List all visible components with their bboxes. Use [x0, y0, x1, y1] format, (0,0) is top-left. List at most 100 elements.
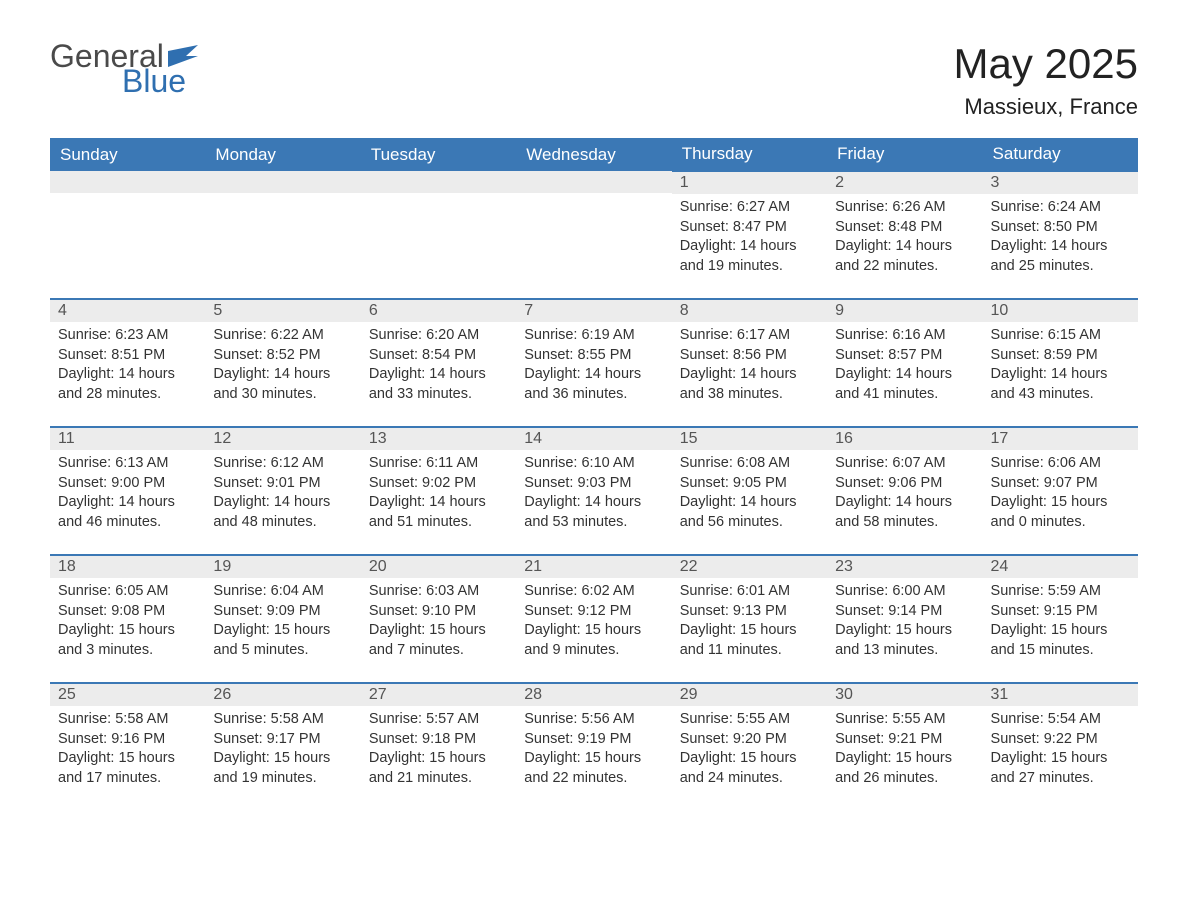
sunrise-line: Sunrise: 6:00 AM	[835, 582, 974, 602]
sunset-line: Sunset: 8:52 PM	[213, 346, 352, 366]
sunrise-line: Sunrise: 5:58 AM	[213, 710, 352, 730]
daylight-line: Daylight: 15 hours and 27 minutes.	[991, 749, 1130, 788]
month-title: May 2025	[954, 40, 1138, 88]
calendar-day-cell: 24Sunrise: 5:59 AMSunset: 9:15 PMDayligh…	[983, 555, 1138, 683]
calendar-day-cell: 16Sunrise: 6:07 AMSunset: 9:06 PMDayligh…	[827, 427, 982, 555]
sunrise-line: Sunrise: 6:07 AM	[835, 454, 974, 474]
day-number: 17	[983, 428, 1138, 450]
sunset-line: Sunset: 8:51 PM	[58, 346, 197, 366]
sunrise-line: Sunrise: 6:20 AM	[369, 326, 508, 346]
day-number: 6	[361, 300, 516, 322]
sunset-line: Sunset: 8:56 PM	[680, 346, 819, 366]
sunrise-line: Sunrise: 6:03 AM	[369, 582, 508, 602]
calendar-week-row: 25Sunrise: 5:58 AMSunset: 9:16 PMDayligh…	[50, 683, 1138, 811]
title-block: May 2025 Massieux, France	[954, 40, 1138, 128]
calendar-day-cell: 25Sunrise: 5:58 AMSunset: 9:16 PMDayligh…	[50, 683, 205, 811]
sunset-line: Sunset: 8:55 PM	[524, 346, 663, 366]
sunrise-line: Sunrise: 5:55 AM	[680, 710, 819, 730]
calendar-day-cell: 26Sunrise: 5:58 AMSunset: 9:17 PMDayligh…	[205, 683, 360, 811]
weekday-header: Thursday	[672, 138, 827, 171]
day-body: Sunrise: 6:01 AMSunset: 9:13 PMDaylight:…	[672, 578, 827, 668]
day-number: 31	[983, 684, 1138, 706]
day-number: 2	[827, 172, 982, 194]
calendar-day-cell: 13Sunrise: 6:11 AMSunset: 9:02 PMDayligh…	[361, 427, 516, 555]
calendar-day-cell: 19Sunrise: 6:04 AMSunset: 9:09 PMDayligh…	[205, 555, 360, 683]
sunset-line: Sunset: 9:12 PM	[524, 602, 663, 622]
calendar-day-cell: 31Sunrise: 5:54 AMSunset: 9:22 PMDayligh…	[983, 683, 1138, 811]
daylight-line: Daylight: 14 hours and 43 minutes.	[991, 365, 1130, 404]
day-body: Sunrise: 6:02 AMSunset: 9:12 PMDaylight:…	[516, 578, 671, 668]
sunset-line: Sunset: 8:50 PM	[991, 218, 1130, 238]
daylight-line: Daylight: 14 hours and 46 minutes.	[58, 493, 197, 532]
sunrise-line: Sunrise: 6:16 AM	[835, 326, 974, 346]
sunset-line: Sunset: 9:10 PM	[369, 602, 508, 622]
sunset-line: Sunset: 8:57 PM	[835, 346, 974, 366]
daylight-line: Daylight: 15 hours and 7 minutes.	[369, 621, 508, 660]
sunset-line: Sunset: 9:18 PM	[369, 730, 508, 750]
day-number: 22	[672, 556, 827, 578]
day-number: 14	[516, 428, 671, 450]
day-number: 1	[672, 172, 827, 194]
day-body: Sunrise: 6:06 AMSunset: 9:07 PMDaylight:…	[983, 450, 1138, 540]
calendar-day-cell: 17Sunrise: 6:06 AMSunset: 9:07 PMDayligh…	[983, 427, 1138, 555]
day-body: Sunrise: 6:13 AMSunset: 9:00 PMDaylight:…	[50, 450, 205, 540]
sunset-line: Sunset: 9:09 PM	[213, 602, 352, 622]
day-number: 20	[361, 556, 516, 578]
sunrise-line: Sunrise: 5:59 AM	[991, 582, 1130, 602]
day-number: 7	[516, 300, 671, 322]
calendar-day-cell: 30Sunrise: 5:55 AMSunset: 9:21 PMDayligh…	[827, 683, 982, 811]
day-body: Sunrise: 6:17 AMSunset: 8:56 PMDaylight:…	[672, 322, 827, 412]
daylight-line: Daylight: 15 hours and 21 minutes.	[369, 749, 508, 788]
calendar-day-cell: 11Sunrise: 6:13 AMSunset: 9:00 PMDayligh…	[50, 427, 205, 555]
sunrise-line: Sunrise: 6:15 AM	[991, 326, 1130, 346]
sunset-line: Sunset: 9:08 PM	[58, 602, 197, 622]
calendar-day-cell: 10Sunrise: 6:15 AMSunset: 8:59 PMDayligh…	[983, 299, 1138, 427]
location-label: Massieux, France	[954, 94, 1138, 120]
calendar-day-cell: 7Sunrise: 6:19 AMSunset: 8:55 PMDaylight…	[516, 299, 671, 427]
calendar-day-cell: 1Sunrise: 6:27 AMSunset: 8:47 PMDaylight…	[672, 171, 827, 299]
sunset-line: Sunset: 9:17 PM	[213, 730, 352, 750]
calendar-day-cell: 3Sunrise: 6:24 AMSunset: 8:50 PMDaylight…	[983, 171, 1138, 299]
day-number: 21	[516, 556, 671, 578]
calendar-day-cell: 23Sunrise: 6:00 AMSunset: 9:14 PMDayligh…	[827, 555, 982, 683]
day-number: 15	[672, 428, 827, 450]
calendar-day-cell: 22Sunrise: 6:01 AMSunset: 9:13 PMDayligh…	[672, 555, 827, 683]
day-number: 25	[50, 684, 205, 706]
sunrise-line: Sunrise: 6:12 AM	[213, 454, 352, 474]
calendar-day-cell: 8Sunrise: 6:17 AMSunset: 8:56 PMDaylight…	[672, 299, 827, 427]
day-body: Sunrise: 6:05 AMSunset: 9:08 PMDaylight:…	[50, 578, 205, 668]
calendar-day-cell: 15Sunrise: 6:08 AMSunset: 9:05 PMDayligh…	[672, 427, 827, 555]
day-number: 13	[361, 428, 516, 450]
daylight-line: Daylight: 15 hours and 24 minutes.	[680, 749, 819, 788]
sunset-line: Sunset: 9:13 PM	[680, 602, 819, 622]
sunset-line: Sunset: 9:00 PM	[58, 474, 197, 494]
empty-day-strip	[516, 171, 671, 193]
calendar-day-cell: 9Sunrise: 6:16 AMSunset: 8:57 PMDaylight…	[827, 299, 982, 427]
calendar-table: SundayMondayTuesdayWednesdayThursdayFrid…	[50, 138, 1138, 811]
daylight-line: Daylight: 15 hours and 22 minutes.	[524, 749, 663, 788]
daylight-line: Daylight: 15 hours and 9 minutes.	[524, 621, 663, 660]
day-body: Sunrise: 6:20 AMSunset: 8:54 PMDaylight:…	[361, 322, 516, 412]
day-number: 28	[516, 684, 671, 706]
day-number: 16	[827, 428, 982, 450]
sunrise-line: Sunrise: 6:24 AM	[991, 198, 1130, 218]
daylight-line: Daylight: 14 hours and 30 minutes.	[213, 365, 352, 404]
day-number: 26	[205, 684, 360, 706]
day-number: 9	[827, 300, 982, 322]
day-number: 3	[983, 172, 1138, 194]
weekday-header: Monday	[205, 138, 360, 171]
day-number: 19	[205, 556, 360, 578]
calendar-day-cell: 29Sunrise: 5:55 AMSunset: 9:20 PMDayligh…	[672, 683, 827, 811]
sunrise-line: Sunrise: 5:55 AM	[835, 710, 974, 730]
daylight-line: Daylight: 14 hours and 22 minutes.	[835, 237, 974, 276]
sunset-line: Sunset: 8:54 PM	[369, 346, 508, 366]
sunset-line: Sunset: 9:20 PM	[680, 730, 819, 750]
sunrise-line: Sunrise: 6:02 AM	[524, 582, 663, 602]
day-body: Sunrise: 5:57 AMSunset: 9:18 PMDaylight:…	[361, 706, 516, 796]
sunrise-line: Sunrise: 6:06 AM	[991, 454, 1130, 474]
sunrise-line: Sunrise: 6:04 AM	[213, 582, 352, 602]
sunrise-line: Sunrise: 6:23 AM	[58, 326, 197, 346]
sunrise-line: Sunrise: 6:22 AM	[213, 326, 352, 346]
daylight-line: Daylight: 14 hours and 19 minutes.	[680, 237, 819, 276]
day-body: Sunrise: 6:27 AMSunset: 8:47 PMDaylight:…	[672, 194, 827, 284]
